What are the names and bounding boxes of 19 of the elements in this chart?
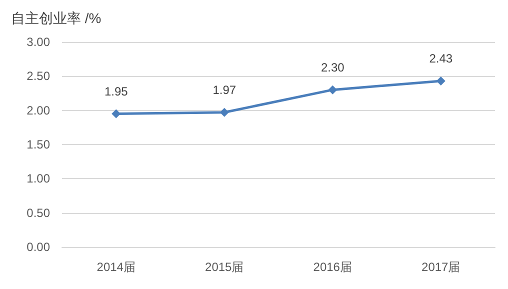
data-label: 1.97 bbox=[212, 82, 236, 97]
data-label: 2.43 bbox=[429, 51, 453, 66]
y-tick-label: 1.50 bbox=[26, 138, 50, 152]
x-tick-label: 2014届 bbox=[96, 260, 136, 274]
y-tick-label: 0.00 bbox=[26, 240, 50, 254]
y-tick-label: 2.50 bbox=[26, 69, 50, 84]
y-tick-label: 0.50 bbox=[26, 206, 50, 220]
data-label: 1.95 bbox=[104, 84, 128, 98]
point bbox=[328, 85, 338, 94]
y-tick-label: 2.00 bbox=[26, 103, 50, 118]
point bbox=[436, 76, 446, 86]
y-tick-label: 3.00 bbox=[26, 35, 50, 49]
x-tick-label: 2015届 bbox=[205, 260, 244, 274]
data-label: 2.30 bbox=[320, 60, 345, 74]
point bbox=[220, 108, 229, 117]
x-tick-label: 2016届 bbox=[313, 260, 352, 274]
x-tick-label: 2017届 bbox=[422, 260, 460, 274]
y-axis-title: 自主创业率 /% bbox=[11, 10, 102, 26]
y-tick-label: 1.00 bbox=[26, 172, 50, 186]
